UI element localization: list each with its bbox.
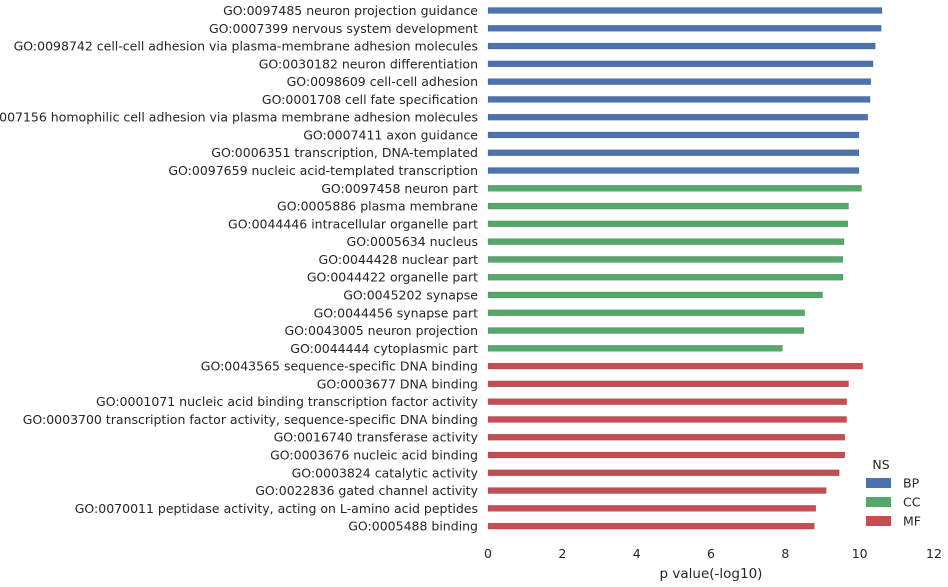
bar-22: [487, 380, 849, 388]
category-label-4: GO:0030182 neuron differentiation: [259, 56, 478, 71]
legend-swatch-cc: [866, 497, 891, 507]
legend-swatch-bp: [866, 478, 891, 488]
bar-27: [487, 469, 840, 477]
category-label-11: GO:0097458 neuron part: [321, 181, 478, 196]
category-label-28: GO:0022836 gated channel activity: [255, 483, 478, 498]
bar-23: [487, 398, 847, 405]
category-label-10: GO:0097659 nucleic acid-templated transc…: [168, 163, 478, 178]
bar-21: [487, 362, 863, 370]
x-tick-label-2: 2: [558, 546, 566, 561]
bar-10: [487, 167, 860, 174]
x-axis-label: p value(-log10): [660, 566, 763, 582]
bar-14: [487, 238, 845, 245]
bar-19: [487, 327, 805, 334]
category-label-24: GO:0003700 transcription factor activity…: [23, 412, 478, 427]
bar-16: [487, 273, 844, 281]
bar-26: [487, 451, 846, 459]
category-label-8: GO:0007411 axon guidance: [303, 127, 478, 142]
category-label-26: GO:0003676 nucleic acid binding: [270, 448, 478, 463]
category-label-27: GO:0003824 catalytic activity: [292, 465, 479, 480]
legend-items: BP CC MF: [866, 476, 921, 529]
category-label-12: GO:0005886 plasma membrane: [277, 199, 478, 214]
x-tick-label-10: 10: [852, 546, 868, 561]
bar-20: [487, 345, 783, 352]
bar-6: [487, 96, 871, 103]
legend-label-cc: CC: [903, 495, 921, 510]
bars-group: [487, 7, 883, 530]
bar-2: [487, 25, 882, 32]
bar-13: [487, 220, 849, 228]
category-label-3: GO:0098742 cell-cell adhesion via plasma…: [14, 39, 478, 54]
legend-title: NS: [872, 457, 889, 472]
x-tick-label-4: 4: [633, 546, 641, 561]
bar-7: [487, 113, 869, 121]
bar-3: [487, 42, 876, 50]
bar-29: [487, 505, 817, 512]
category-label-22: GO:0003677 DNA binding: [317, 376, 478, 391]
bar-1: [487, 7, 883, 14]
legend-label-bp: BP: [903, 476, 920, 491]
category-label-6: GO:0001708 cell fate specification: [262, 92, 478, 107]
x-tick-label-6: 6: [707, 546, 715, 561]
category-label-16: GO:0044422 organelle part: [307, 270, 478, 285]
x-tick-label-12: 12: [926, 546, 942, 561]
bar-24: [487, 416, 847, 423]
category-label-17: GO:0045202 synapse: [343, 287, 478, 302]
category-label-1: GO:0097485 neuron projection guidance: [223, 3, 478, 18]
category-label-23: GO:0001071 nucleic acid binding transcri…: [96, 394, 479, 409]
legend-label-mf: MF: [903, 514, 921, 529]
bar-18: [487, 309, 805, 317]
category-label-30: GO:0005488 binding: [348, 519, 478, 534]
category-label-18: GO:0044456 synapse part: [314, 305, 478, 320]
category-label-21: GO:0043565 sequence-specific DNA binding: [201, 359, 478, 374]
category-label-29: GO:0070011 peptidase activity, acting on…: [75, 501, 478, 516]
legend-swatch-mf: [866, 516, 891, 526]
bar-15: [487, 256, 844, 263]
bar-12: [487, 202, 849, 210]
bar-30: [487, 522, 815, 530]
category-label-19: GO:0043005 neuron projection: [284, 323, 478, 338]
category-labels: GO:0097485 neuron projection guidance GO:…: [0, 3, 479, 534]
category-label-15: GO:0044428 nuclear part: [319, 252, 479, 267]
category-label-13: GO:0044446 intracellular organelle part: [228, 216, 478, 231]
category-label-5: GO:0098609 cell-cell adhesion: [287, 74, 478, 89]
x-tick-label-8: 8: [781, 546, 789, 561]
category-label-9: GO:0006351 transcription, DNA-templated: [211, 145, 478, 160]
bar-8: [487, 131, 860, 139]
category-label-20: GO:0044444 cytoplasmic part: [290, 341, 478, 356]
category-label-25: GO:0016740 transferase activity: [274, 430, 479, 445]
category-label-14: GO:0005634 nucleus: [347, 234, 478, 249]
bar-4: [487, 60, 874, 68]
bar-11: [487, 185, 862, 192]
category-label-7: GO:0007156 homophilic cell adhesion via …: [0, 110, 478, 125]
bar-25: [487, 433, 846, 441]
x-axis-ticks: 0 2 4 6 8 10 12: [484, 546, 942, 561]
bar-28: [487, 487, 827, 494]
legend: NS BP CC MF: [866, 457, 921, 529]
x-tick-label-0: 0: [484, 546, 492, 561]
bar-5: [487, 78, 872, 85]
bar-17: [487, 291, 823, 299]
category-label-2: GO:0007399 nervous system development: [209, 21, 478, 36]
bar-9: [487, 149, 860, 156]
